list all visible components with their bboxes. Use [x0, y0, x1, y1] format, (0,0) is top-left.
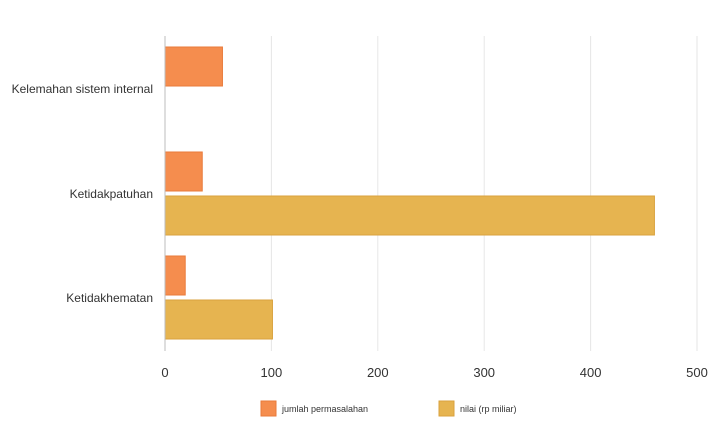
category-label: Ketidakhematan — [66, 291, 153, 305]
legend: jumlah permasalahan nilai (rp miliar) — [260, 400, 517, 417]
bars — [164, 46, 655, 340]
legend-label: nilai (rp miliar) — [460, 404, 517, 414]
bar — [164, 151, 203, 192]
category-label: Kelemahan sistem internal — [12, 82, 153, 96]
legend-swatch — [438, 400, 455, 417]
x-tick-label: 500 — [686, 365, 708, 380]
grid-lines — [270, 36, 698, 351]
bar — [164, 255, 186, 296]
x-tick-label: 100 — [261, 365, 283, 380]
legend-swatch — [260, 400, 277, 417]
bar — [164, 299, 273, 340]
legend-label: jumlah permasalahan — [281, 404, 368, 414]
category-label: Ketidakpatuhan — [70, 187, 153, 201]
x-tick-label: 400 — [580, 365, 602, 380]
x-tick-label: 0 — [161, 365, 168, 380]
category-labels: Kelemahan sistem internal Ketidakpatuhan K… — [12, 82, 153, 305]
bar — [164, 195, 655, 236]
x-tick-label: 300 — [473, 365, 495, 380]
x-tick-labels: 0 100 200 300 400 500 — [161, 365, 707, 380]
bar — [164, 46, 223, 87]
x-tick-label: 200 — [367, 365, 389, 380]
